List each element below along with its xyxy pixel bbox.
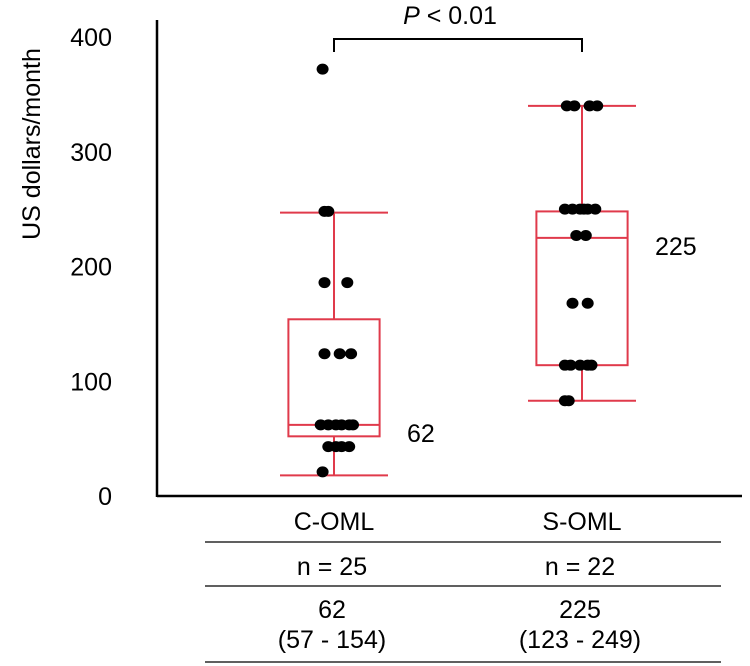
boxes: 62 225	[280, 104, 697, 477]
summary-table: n = 25 n = 22 62(57 - 154) 225(123 - 249)	[205, 541, 721, 663]
table-cell: 225	[559, 596, 601, 624]
data-point	[318, 348, 331, 360]
significance-label: P < 0.01	[403, 2, 497, 30]
y-tick-label: 100	[70, 368, 112, 396]
data-point	[345, 348, 358, 360]
table-cell: (123 - 249)	[519, 626, 641, 654]
data-point	[347, 419, 359, 431]
p-symbol: P	[403, 2, 420, 30]
x-tick-label: S-OML	[542, 508, 621, 536]
data-point	[581, 297, 594, 309]
iqr-box	[287, 318, 381, 438]
data-point	[341, 277, 354, 289]
data-point	[579, 230, 592, 242]
data-point	[591, 100, 604, 112]
y-tick-labels: 0 100 200 300 400	[70, 24, 112, 511]
data-point	[568, 100, 581, 112]
data-point	[316, 63, 329, 75]
significance-bracket-line	[333, 38, 583, 52]
y-tick-label: 0	[98, 483, 112, 511]
data-point	[564, 359, 577, 371]
p-value-rest: < 0.01	[420, 2, 497, 30]
data-point	[562, 395, 575, 407]
data-point	[589, 203, 602, 215]
y-axis-label: US dollars/month	[18, 48, 46, 240]
y-tick-label: 400	[70, 24, 112, 52]
data-point	[318, 277, 331, 289]
significance-bracket: P < 0.01	[333, 2, 583, 52]
data-points	[314, 63, 604, 478]
y-tick-label: 200	[70, 254, 112, 282]
axes: US dollars/month	[18, 20, 742, 498]
data-point	[570, 230, 583, 242]
table-cell: 62	[318, 596, 346, 624]
table-cell: (57 - 154)	[278, 626, 386, 654]
data-point	[333, 348, 346, 360]
median-value-label: 225	[655, 233, 697, 261]
data-point	[343, 441, 356, 453]
data-point	[316, 466, 329, 478]
data-point	[566, 297, 579, 309]
y-tick-label: 300	[70, 139, 112, 167]
table-cell: n = 22	[545, 553, 615, 581]
x-tick-labels: C-OML S-OML	[294, 508, 622, 536]
median-value-label: 62	[407, 420, 435, 448]
table-cell: n = 25	[297, 553, 367, 581]
data-point	[585, 359, 598, 371]
x-tick-label: C-OML	[294, 508, 375, 536]
data-point	[322, 205, 335, 217]
